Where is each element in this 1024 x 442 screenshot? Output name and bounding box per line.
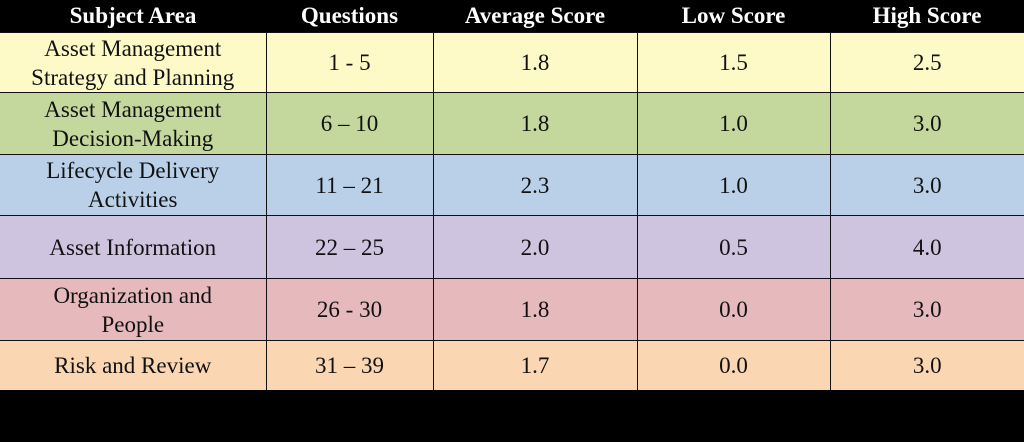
subject-line-1: Organization and (53, 282, 213, 308)
subject-line-2: People (101, 311, 165, 337)
table-row: Asset Information 22 – 25 2.0 0.5 4.0 (0, 215, 1024, 279)
subject-cell: Asset Information (0, 215, 267, 279)
high-score-cell: 2.5 (830, 32, 1024, 93)
questions-cell: 11 – 21 (266, 154, 434, 216)
subject-cell: Lifecycle Delivery Activities (0, 154, 267, 216)
high-score-cell: 3.0 (830, 278, 1024, 341)
subject-line-2: Strategy and Planning (31, 64, 235, 90)
subject-cell: Asset Management Decision-Making (0, 92, 267, 155)
table-row: Asset Management Strategy and Planning 1 … (0, 32, 1024, 93)
subject-cell: Organization and People (0, 278, 267, 341)
assessment-score-table: Subject Area Questions Average Score Low… (0, 0, 1024, 390)
subject-cell: Risk and Review (0, 340, 267, 390)
subject-line-1: Lifecycle Delivery (46, 158, 220, 183)
header-subject-area: Subject Area (0, 0, 266, 33)
table-row: Organization and People 26 - 30 1.8 0.0 3… (0, 278, 1024, 341)
questions-cell: 26 - 30 (266, 278, 434, 341)
average-score-cell: 1.7 (433, 340, 638, 390)
header-high-score: High Score (830, 0, 1024, 33)
subject-line-2: Decision-Making (52, 125, 214, 151)
header-questions: Questions (266, 0, 433, 33)
average-score-cell: 1.8 (433, 92, 638, 155)
questions-cell: 31 – 39 (266, 340, 434, 390)
high-score-cell: 4.0 (830, 215, 1024, 279)
average-score-cell: 2.3 (433, 154, 638, 216)
questions-cell: 1 - 5 (266, 32, 434, 93)
questions-cell: 22 – 25 (266, 215, 434, 279)
table-row: Risk and Review 31 – 39 1.7 0.0 3.0 (0, 340, 1024, 390)
questions-cell: 6 – 10 (266, 92, 434, 155)
subject-line-1: Asset Management (44, 96, 222, 122)
low-score-cell: 1.0 (637, 154, 831, 216)
high-score-cell: 3.0 (830, 340, 1024, 390)
table-row: Lifecycle Delivery Activities 11 – 21 2.3… (0, 154, 1024, 216)
header-row: Subject Area Questions Average Score Low… (0, 0, 1024, 33)
average-score-cell: 1.8 (433, 32, 638, 93)
table-row: Asset Management Decision-Making 6 – 10 1… (0, 92, 1024, 155)
low-score-cell: 1.0 (637, 92, 831, 155)
subject-line-2: Activities (88, 187, 178, 212)
average-score-cell: 1.8 (433, 278, 638, 341)
subject-line-1: Asset Management (44, 35, 222, 61)
subject-cell: Asset Management Strategy and Planning (0, 32, 267, 93)
low-score-cell: 1.5 (637, 32, 831, 93)
average-score-cell: 2.0 (433, 215, 638, 279)
low-score-cell: 0.0 (637, 278, 831, 341)
high-score-cell: 3.0 (830, 92, 1024, 155)
header-low-score: Low Score (637, 0, 830, 33)
header-average-score: Average Score (433, 0, 637, 33)
low-score-cell: 0.5 (637, 215, 831, 279)
low-score-cell: 0.0 (637, 340, 831, 390)
high-score-cell: 3.0 (830, 154, 1024, 216)
